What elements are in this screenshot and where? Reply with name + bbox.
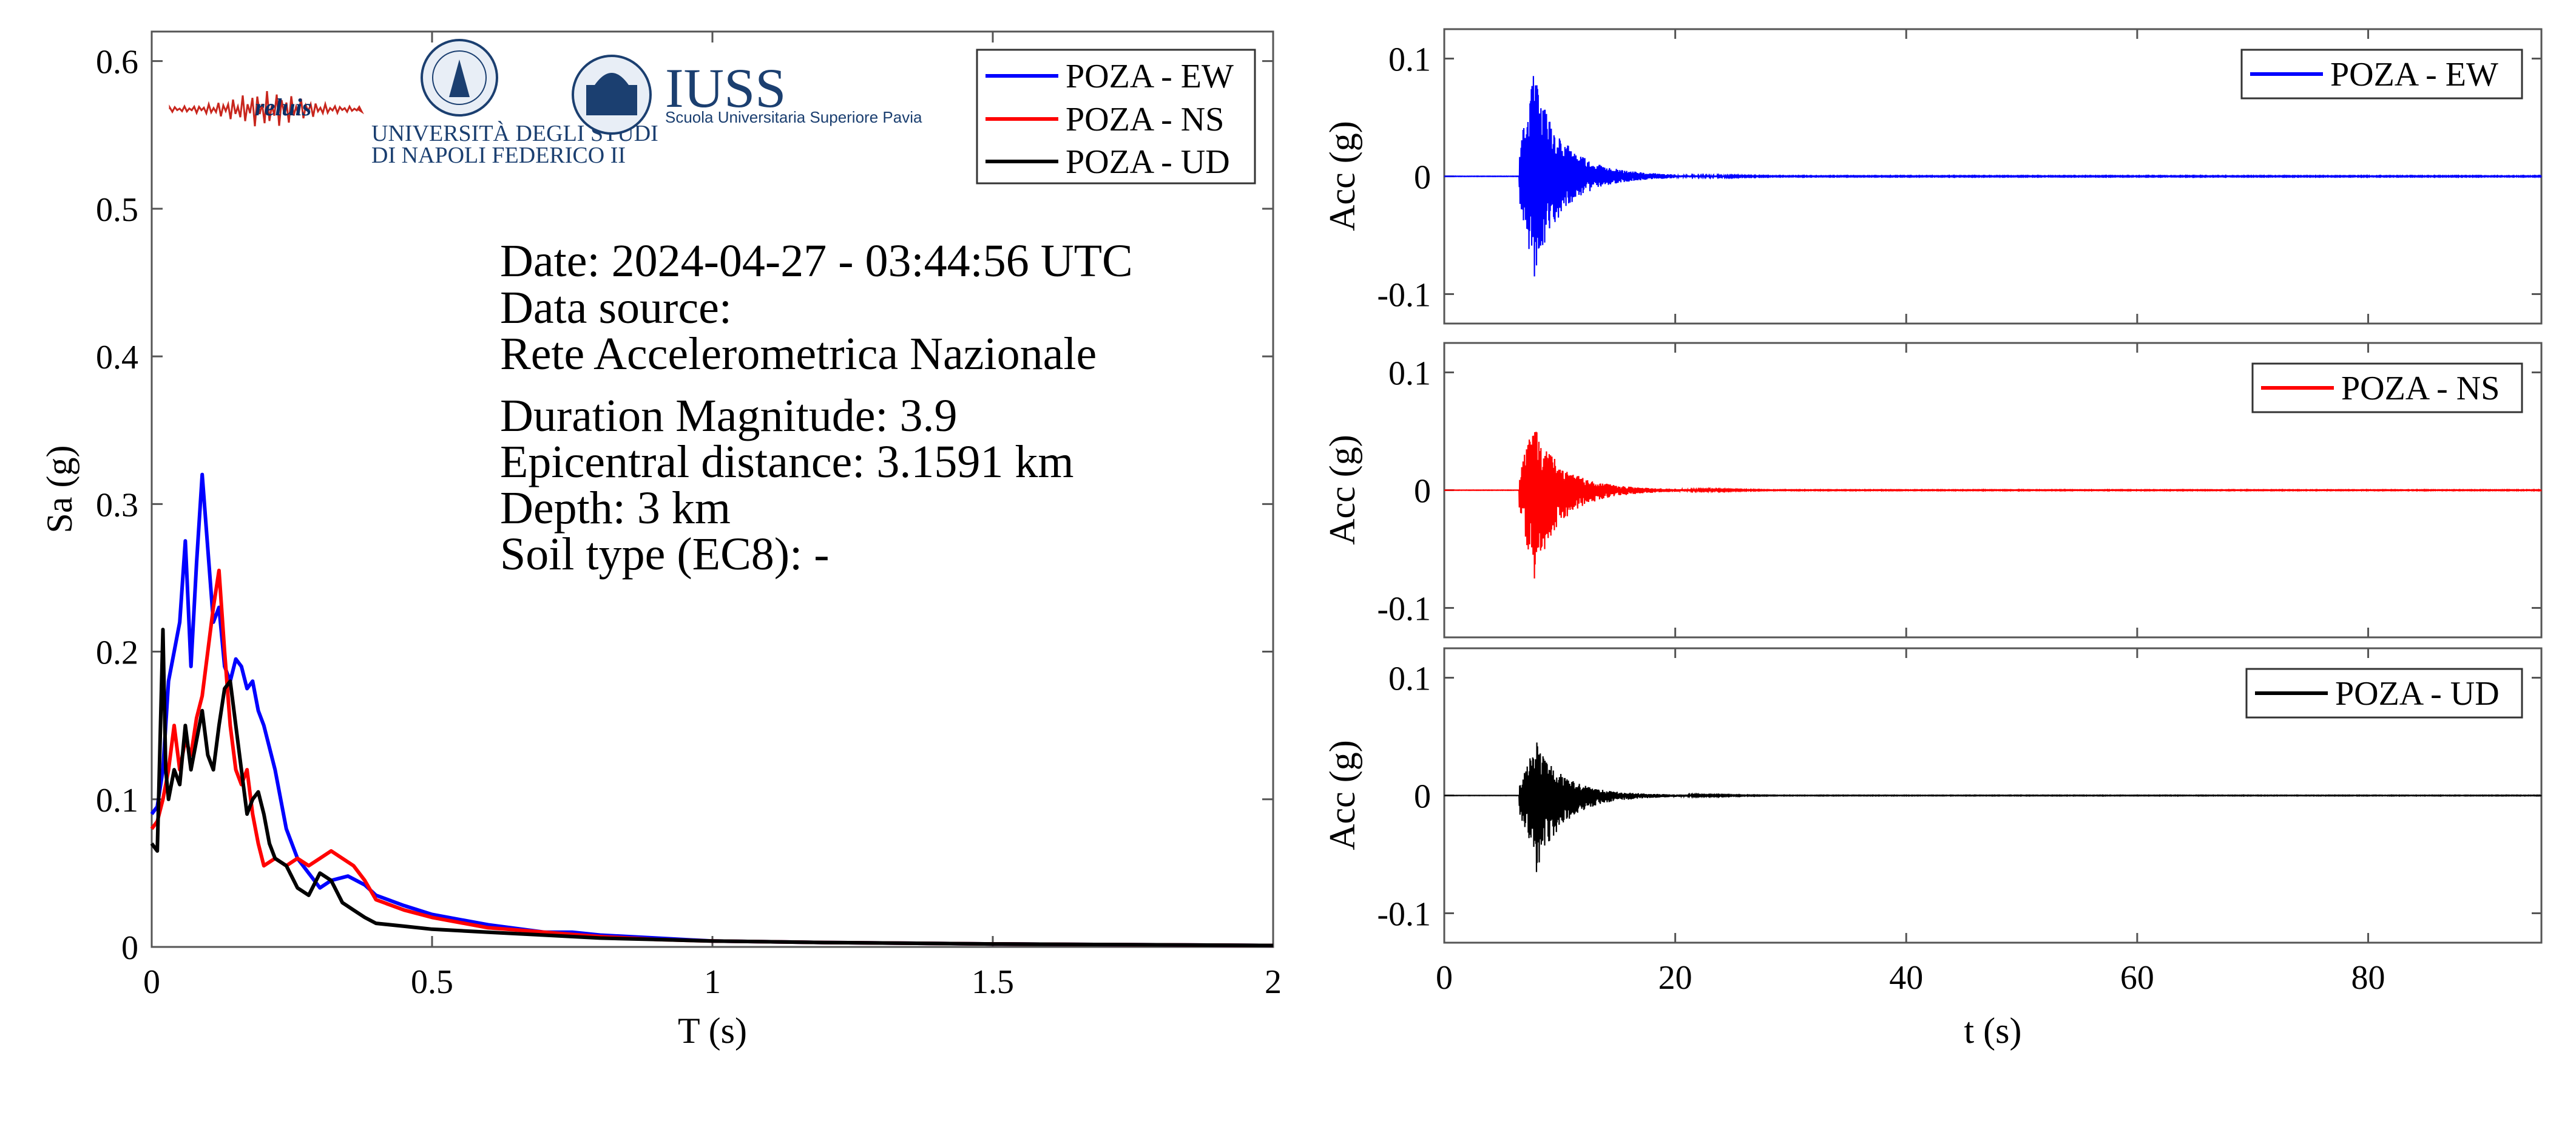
info-depth: Depth: 3 km (500, 483, 731, 534)
accelerogram-y-tick-label: 0 (1414, 778, 1431, 816)
accelerogram-ew-plot: -0.1 0 0.1 POZA - EW Acc (g) (1322, 28, 2543, 325)
accelerogram-ud-ticks: 0 20 40 60 80-0.100.1 (1377, 648, 2541, 997)
spectrum-x-tick-label: 0.5 (411, 963, 453, 1001)
accelerogram-ud-plot: 0 20 40 60 80-0.100.1 POZA - UD Acc (g) t (s… (1322, 647, 2543, 1051)
accelerogram-y-tick-label: 0 (1414, 159, 1431, 197)
info-source-label: Data source: (500, 282, 732, 333)
accelerogram-trace-line (1444, 76, 2542, 277)
reluis-wave-icon (169, 91, 364, 127)
spectrum-x-axis-label: T (s) (678, 1011, 747, 1051)
accelerogram-y-tick-label: 0.1 (1388, 660, 1431, 698)
spectrum-series-lines (150, 472, 1274, 948)
accelerogram-ew-y-label: Acc (g) (1322, 121, 1362, 231)
info-soil: Soil type (EC8): - (500, 529, 830, 580)
accelerogram-ns-legend: POZA - NS (2251, 362, 2523, 413)
accelerogram-x-tick-label: 60 (2120, 959, 2154, 997)
reluis-logo: reluis (169, 91, 364, 127)
accelerogram-x-tick-label: 40 (1889, 959, 1923, 997)
accelerogram-x-tick-label: 0 (1436, 959, 1453, 997)
accelerogram-trace-line (1444, 742, 2542, 872)
spectrum-legend: POZA - EW POZA - NS POZA - UD (976, 49, 1256, 185)
accelerogram-ud-y-label: Acc (g) (1322, 740, 1362, 850)
spectrum-x-tick-label: 2 (1265, 963, 1282, 1001)
unina-seal-figure-icon (449, 59, 470, 97)
spectrum-y-tick-label: 0.1 (96, 782, 138, 819)
accelerogram-ud-legend-label: POZA - UD (2335, 675, 2500, 713)
reluis-wave-line (169, 91, 364, 127)
accelerogram-y-tick-label: -0.1 (1377, 896, 1431, 934)
spectrum-y-tick-label: 0.4 (96, 339, 138, 376)
accelerogram-ns-y-label: Acc (g) (1322, 435, 1362, 545)
accelerogram-y-tick-label: -0.1 (1377, 591, 1431, 628)
spectrum-x-tick-label: 0 (143, 963, 160, 1001)
iuss-logo-text: IUSS (665, 57, 786, 119)
accelerogram-ew-legend: POZA - EW (2240, 49, 2523, 100)
accelerogram-ew-legend-label: POZA - EW (2330, 56, 2498, 93)
spectrum-x-tick-label: 1.5 (972, 963, 1014, 1001)
reluis-logo-text: reluis (255, 93, 311, 121)
legend-label-ud: POZA - UD (1066, 143, 1230, 181)
accelerogram-ew-legend-box (2240, 49, 2523, 100)
unina-seal-inner-icon (432, 50, 487, 105)
accelerogram-y-tick-label: -0.1 (1377, 277, 1431, 314)
accelerogram-ew-trace (1444, 76, 2542, 277)
accelerogram-y-tick-label: 0.1 (1388, 355, 1431, 393)
spectrum-y-tick-label: 0.3 (96, 486, 138, 524)
accelerogram-x-tick-label: 20 (1658, 959, 1692, 997)
spectrum-y-tick-label: 0 (121, 929, 138, 967)
accelerogram-y-tick-label: 0 (1414, 473, 1431, 510)
accelerogram-x-tick-label: 80 (2351, 959, 2385, 997)
spectrum-x-tick-label: 1 (704, 963, 721, 1001)
info-source: Rete Accelerometrica Nazionale (500, 328, 1097, 379)
spectrum-y-axis-label: Sa (g) (39, 446, 79, 534)
spectrum-ticks: 0 0.5 1 1.5 2 0 0.1 0.2 0.3 0.4 0.5 0.6 (96, 32, 1282, 1001)
iuss-dome-icon (595, 73, 629, 85)
response-spectrum-plot: 0 0.5 1 1.5 200.10.20.30.40.50.6 reluis UNIV… (39, 30, 1282, 1051)
accelerogram-ns-plot: -0.1 0 0.1 POZA - NS Acc (g) (1322, 342, 2543, 639)
accelerogram-ns-trace (1444, 432, 2542, 579)
spectrum-y-tick-label: 0.5 (96, 191, 138, 229)
accelerogram-ud-legend: POZA - UD (2245, 668, 2523, 719)
event-info: Date: 2024-04-27 - 03:44:56 UTC Data sou… (500, 236, 1133, 580)
accelerogram-ns-ticks: -0.1 0 0.1 (1377, 343, 2541, 637)
accelerogram-x-axis-label: t (s) (1964, 1011, 2022, 1051)
iuss-building-icon (586, 85, 637, 115)
accelerogram-trace-line (1444, 432, 2542, 579)
legend-label-ew: POZA - EW (1066, 58, 1234, 95)
iuss-logo: IUSS Scuola Universitaria Superiore Pavi… (572, 55, 922, 135)
accelerogram-ud-trace (1444, 742, 2542, 872)
accelerogram-ew-ticks: -0.1 0 0.1 (1377, 29, 2541, 324)
legend-label-ns: POZA - NS (1066, 101, 1224, 138)
info-magnitude: Duration Magnitude: 3.9 (500, 390, 958, 441)
info-date: Date: 2024-04-27 - 03:44:56 UTC (500, 236, 1133, 287)
spectrum-y-tick-label: 0.2 (96, 634, 138, 672)
spectrum-series-ud (150, 628, 1274, 948)
unina-logo-line2: DI NAPOLI FEDERICO II (371, 143, 626, 168)
info-distance: Epicentral distance: 3.1591 km (500, 436, 1074, 487)
accelerogram-ns-legend-label: POZA - NS (2341, 370, 2500, 407)
iuss-logo-subtitle: Scuola Universitaria Superiore Pavia (665, 108, 922, 126)
accelerogram-y-tick-label: 0.1 (1388, 41, 1431, 79)
spectrum-y-tick-label: 0.6 (96, 44, 138, 81)
